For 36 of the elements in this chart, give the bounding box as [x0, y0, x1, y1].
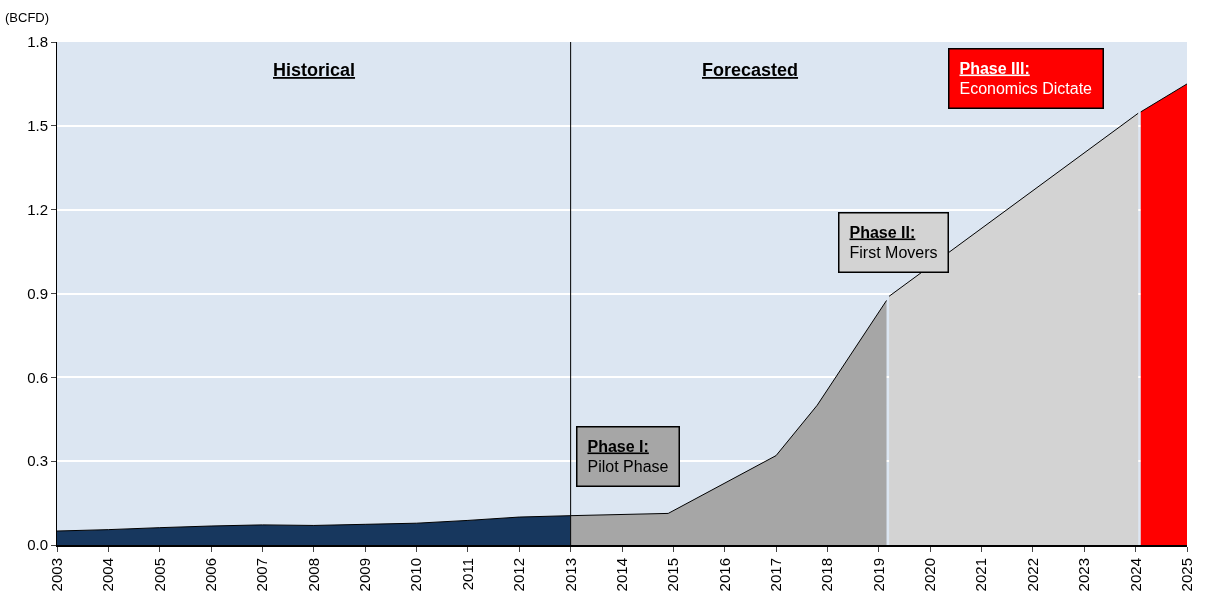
- y-tick-label: 0.9: [27, 284, 48, 302]
- x-tick-label: 2007: [253, 558, 271, 592]
- y-tick-label: 0.3: [27, 452, 48, 470]
- x-tick-label: 2017: [766, 558, 784, 592]
- x-tick-label: 2020: [921, 558, 939, 592]
- y-tick-label: 0.6: [27, 368, 48, 386]
- x-tick-label: 2011: [458, 558, 476, 591]
- x-tick-label: 2022: [1023, 558, 1041, 592]
- annotation: Phase II: First Movers: [849, 223, 938, 262]
- annotation: Historical: [273, 60, 356, 80]
- x-tick-label: 2006: [201, 558, 219, 592]
- x-tick-label: 2019: [869, 558, 887, 592]
- x-tick-label: 2016: [715, 558, 733, 592]
- x-tick-label: 2012: [510, 558, 528, 592]
- x-tick-label: 2008: [304, 558, 322, 592]
- x-tick-label: 2025: [1177, 558, 1195, 592]
- y-tick-label: 1.2: [27, 200, 48, 218]
- x-tick-label: 2004: [99, 558, 117, 592]
- x-tick-label: 2010: [407, 558, 425, 592]
- x-tick-label: 2015: [664, 558, 682, 592]
- x-tick-label: 2023: [1075, 558, 1093, 592]
- y-axis-title: (BCFD): [5, 10, 50, 25]
- x-tick-label: 2014: [612, 558, 630, 592]
- x-tick-label: 2003: [47, 558, 65, 592]
- x-tick-label: 2009: [356, 558, 374, 592]
- y-tick-label: 1.8: [27, 33, 48, 51]
- x-tick-label: 2024: [1126, 558, 1144, 592]
- annotation: Phase III: Economics Dictate: [959, 59, 1093, 98]
- y-tick-label: 0.0: [27, 536, 48, 554]
- x-tick-label: 2013: [561, 558, 579, 592]
- x-tick-label: 2005: [150, 558, 168, 592]
- x-tick-label: 2018: [818, 558, 836, 592]
- x-tick-label: 2021: [972, 558, 990, 592]
- annotation: Phase I: Pilot Phase: [587, 437, 669, 476]
- annotation: Forecasted: [702, 60, 799, 80]
- y-tick-label: 1.5: [27, 117, 48, 135]
